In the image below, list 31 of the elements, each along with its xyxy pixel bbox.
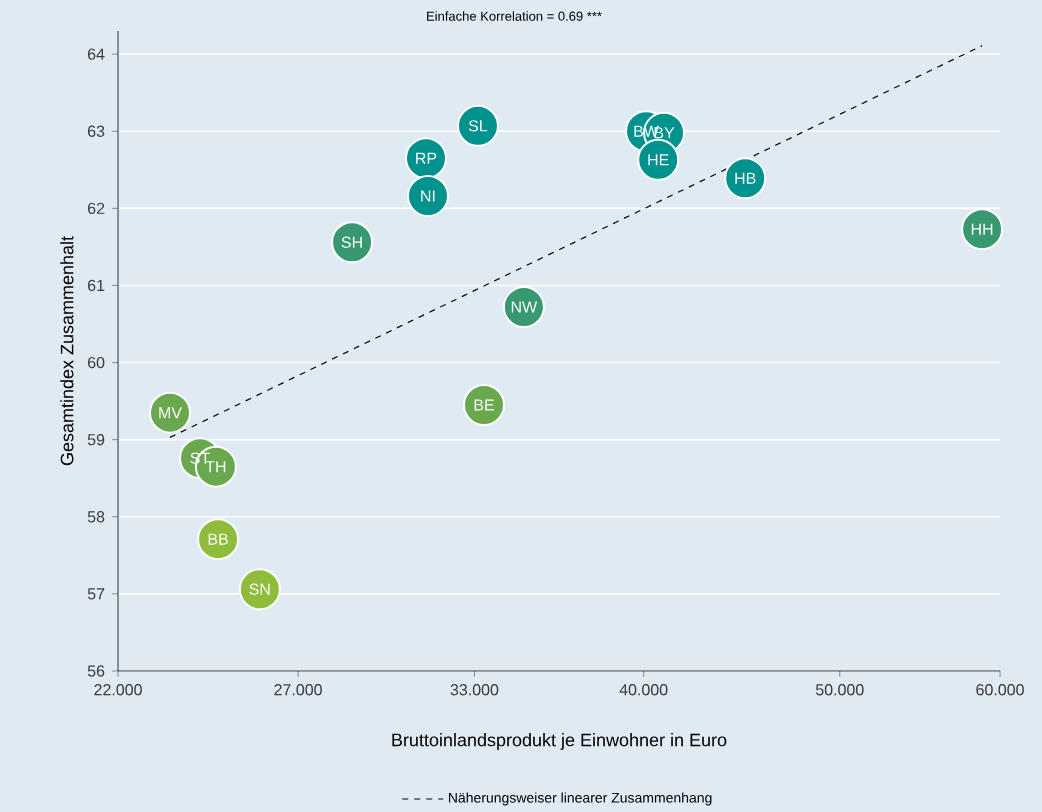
y-tick-label: 60 [88, 356, 105, 369]
annotation: HE [648, 154, 669, 166]
annotation: NW [511, 301, 538, 313]
annotation: NI [421, 190, 435, 202]
annotation: SN [249, 583, 270, 595]
y-tick-label: 63 [88, 125, 105, 137]
x-tick-label: 50.000 [815, 684, 864, 696]
annotation: HB [735, 172, 756, 184]
x-tick-label: 27.000 [274, 684, 322, 696]
annotation: SH [341, 236, 362, 248]
legend-label: Näherungsweiser linearer Zusammenhang [449, 792, 712, 806]
chart-title: Einfache Korrelation = 0.69 *** [427, 11, 602, 21]
y-tick-label: 64 [88, 48, 105, 60]
x-tick-label: 22.000 [94, 684, 142, 696]
x-tick-label: 33.000 [450, 684, 499, 696]
y-tick-label: 61 [88, 279, 105, 292]
annotation: HH [971, 223, 993, 235]
y-tick-label: 59 [87, 434, 105, 446]
annotation: SL [468, 120, 488, 132]
y-tick-label: 56 [87, 665, 105, 677]
x-tick-label: 60.000 [976, 684, 1024, 696]
x-tick-label: 40.000 [619, 684, 668, 696]
y-tick-label: 58 [87, 511, 105, 523]
y-axis-title: Gesamtindex Zusammenhalt [60, 236, 74, 466]
y-tick-label: 57 [87, 588, 105, 600]
annotation: BB [208, 533, 228, 545]
annotation: RP [416, 152, 437, 164]
annotation: MV [159, 407, 182, 419]
y-tick-label: 62 [88, 202, 105, 215]
x-axis-title: Bruttoinlandsprodukt je Einwohner in Euro [392, 733, 727, 750]
annotation: BE [474, 399, 494, 411]
